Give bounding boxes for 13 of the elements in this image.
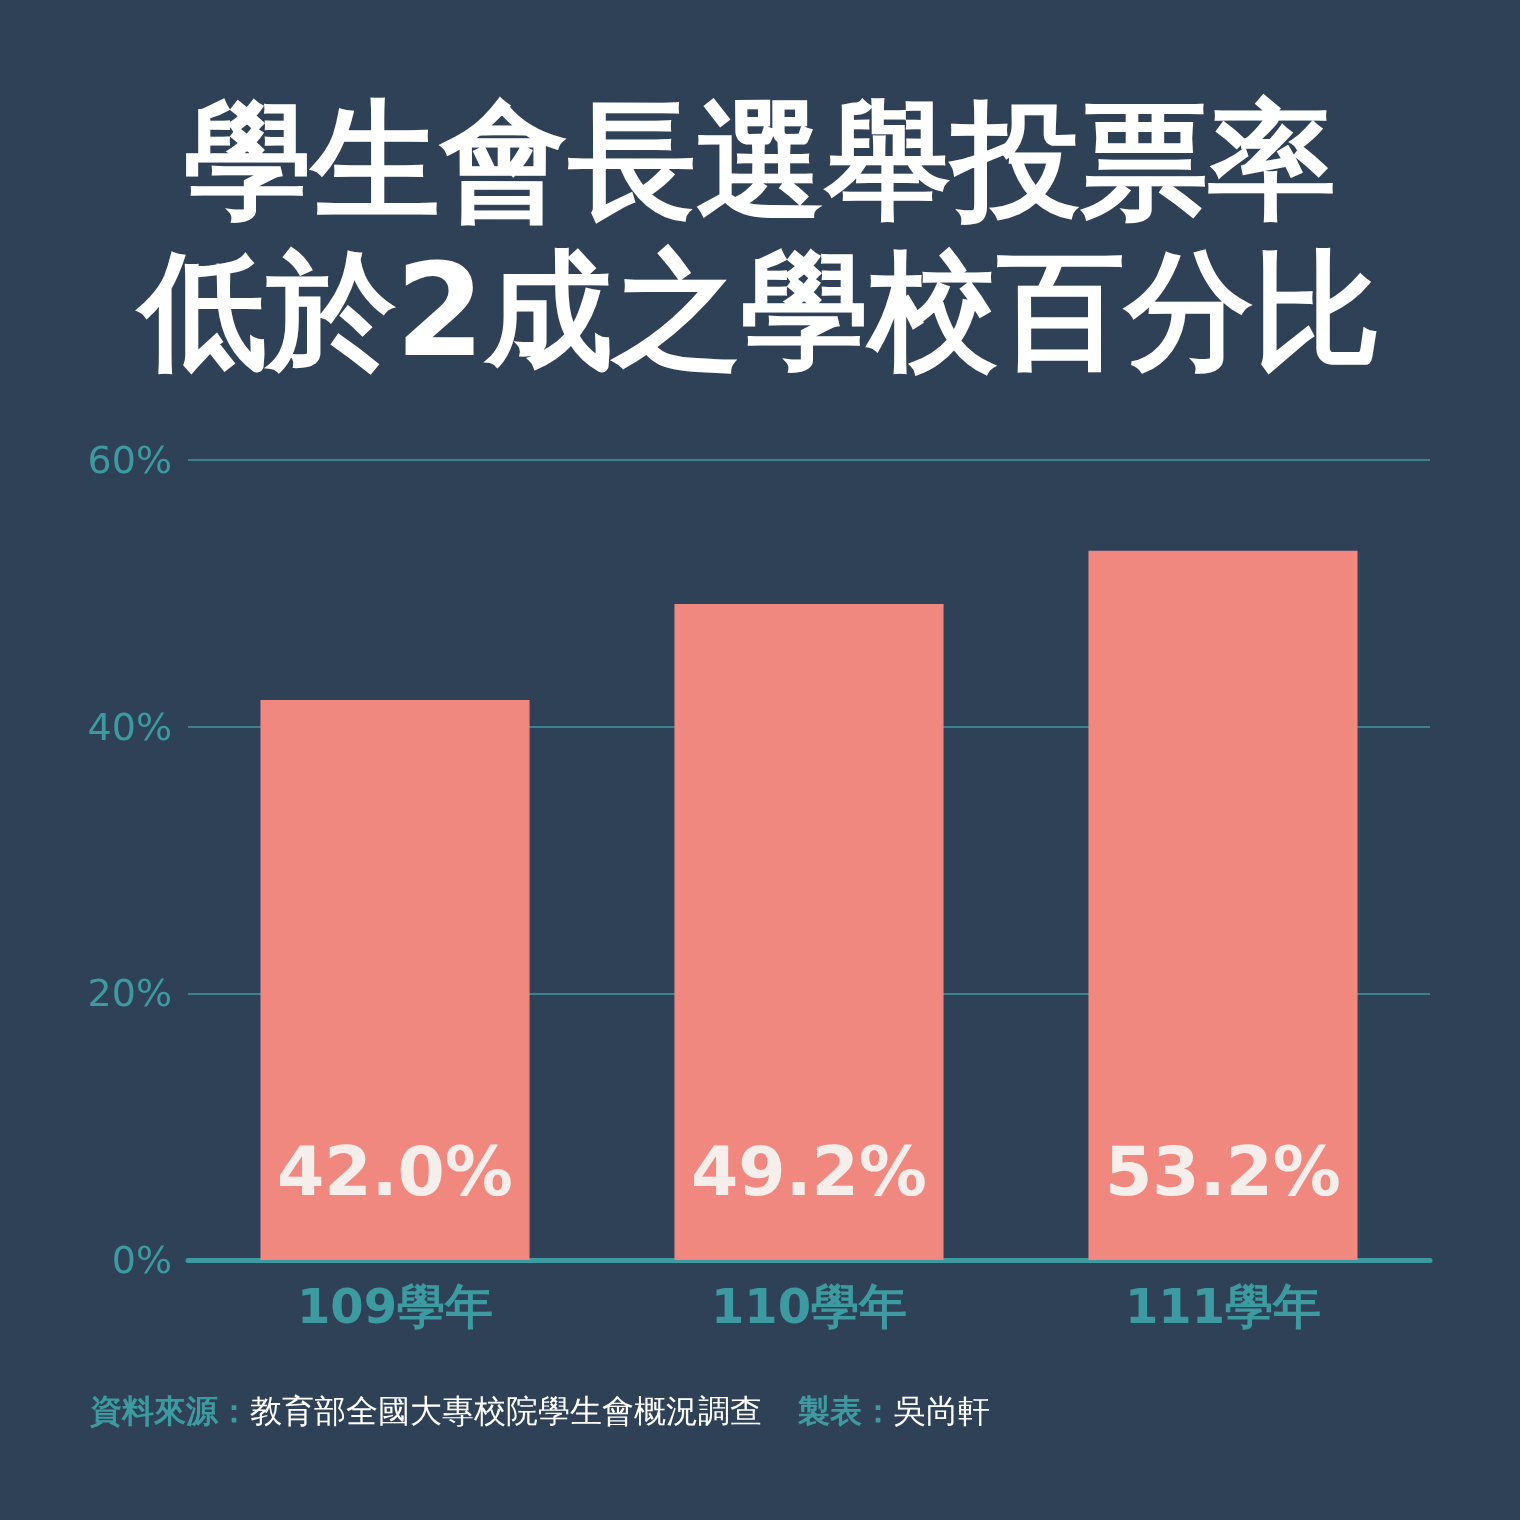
data-label: 49.2% bbox=[691, 1131, 927, 1211]
x-tick-label: 110學年 bbox=[710, 1278, 908, 1334]
data-label: 42.0% bbox=[277, 1131, 513, 1211]
data-label: 53.2% bbox=[1105, 1131, 1341, 1211]
y-tick-label: 60% bbox=[87, 438, 172, 482]
y-tick-label: 0% bbox=[111, 1238, 172, 1282]
x-tick-label: 111學年 bbox=[1124, 1278, 1322, 1334]
text: 製表：吳尚軒 bbox=[797, 1392, 990, 1430]
y-tick-label: 40% bbox=[87, 704, 172, 749]
x-tick-label: 109學年 bbox=[296, 1278, 494, 1334]
chart-title: 學生會長選舉投票率低於2成之學校百分比 bbox=[135, 85, 1381, 385]
y-tick-label: 20% bbox=[87, 971, 172, 1016]
source-note: 資料來源：教育部全國大專校院學生會概況調查 bbox=[89, 1392, 762, 1430]
